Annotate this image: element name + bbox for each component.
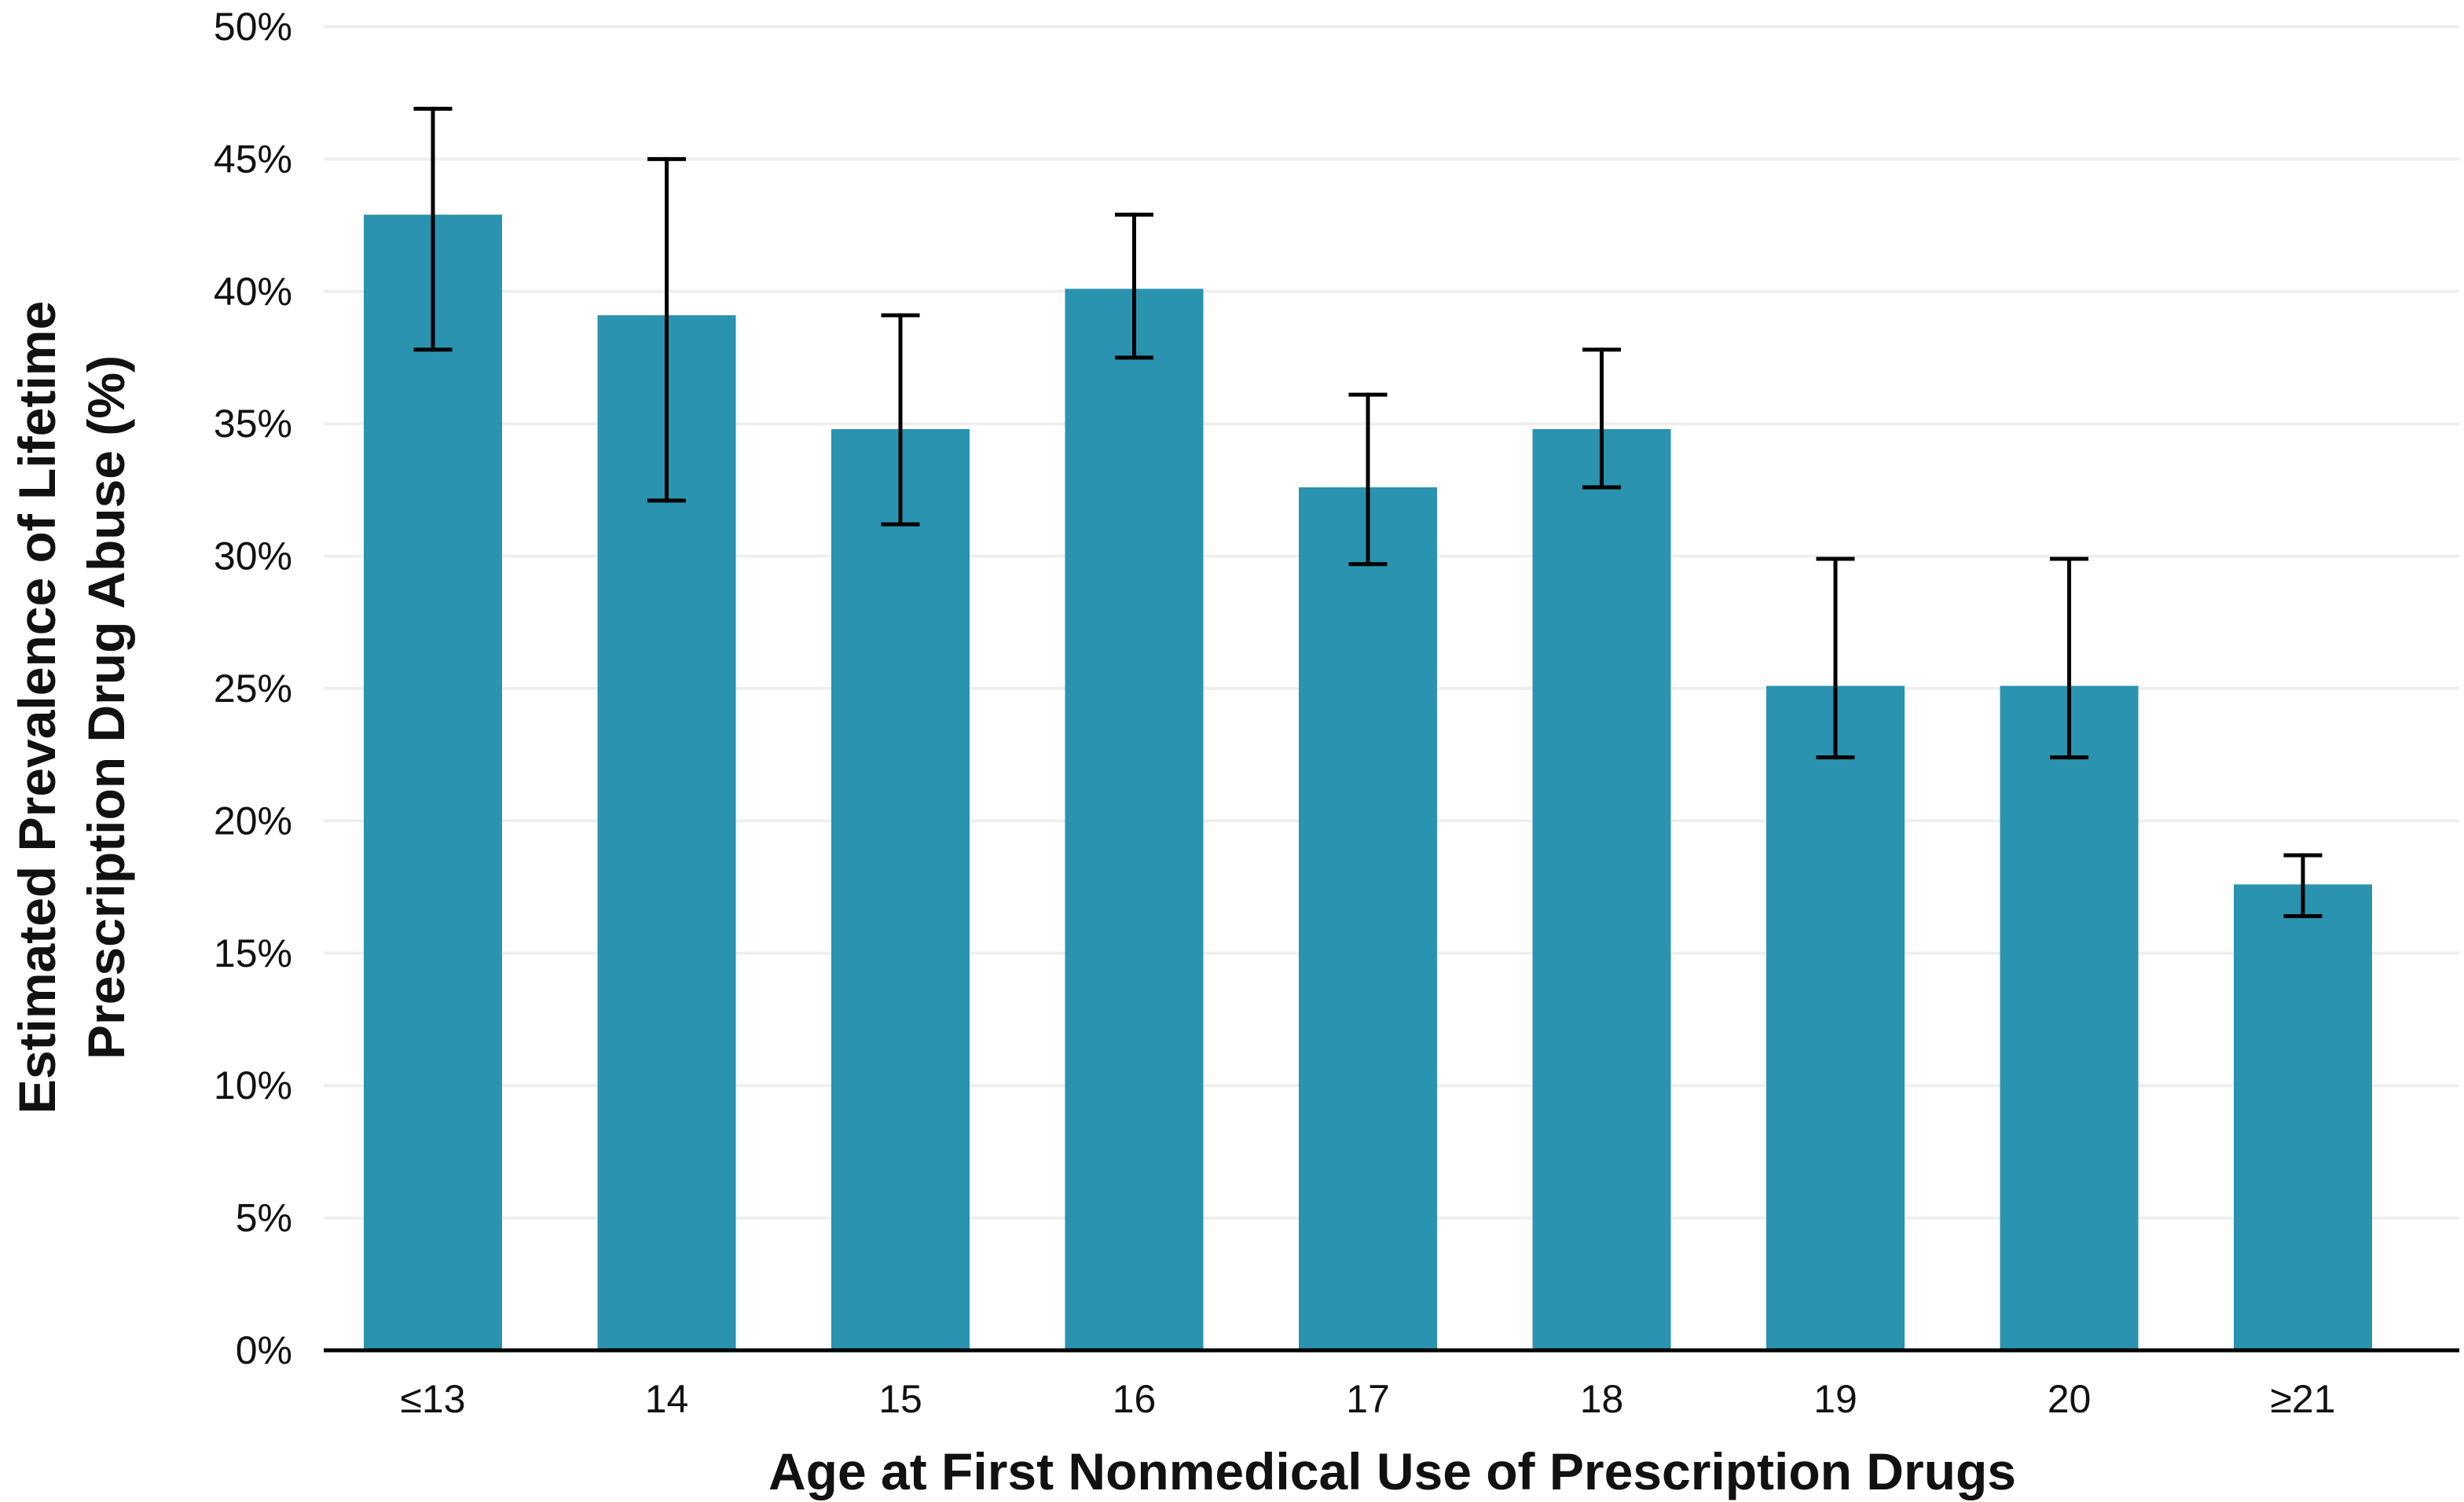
x-tick-label: 14	[645, 1377, 689, 1421]
x-tick-label: 20	[2048, 1377, 2092, 1421]
y-tick-label: 50%	[214, 5, 292, 49]
y-axis-title-line-1: Estimated Prevalence of Lifetime	[8, 301, 66, 1114]
x-tick-label: 19	[1813, 1377, 1857, 1421]
y-tick-label: 30%	[214, 534, 292, 578]
x-axis-title: Age at First Nonmedical Use of Prescript…	[768, 1442, 2016, 1500]
x-tick-label: ≥21	[2270, 1377, 2335, 1421]
x-tick-label: 15	[878, 1377, 922, 1421]
x-axis-tick-labels: ≤13 14 15 16 17 18 19 20 ≥21	[400, 1377, 2335, 1421]
error-bars	[413, 106, 2323, 919]
bar	[1065, 288, 1204, 1350]
y-tick-label: 35%	[214, 402, 292, 446]
y-tick-label: 25%	[214, 667, 292, 711]
y-axis-tick-labels: 0% 5% 10% 15% 20% 25% 30% 35% 40% 45% 50%	[214, 5, 292, 1372]
y-tick-label: 15%	[214, 931, 292, 975]
y-tick-label: 10%	[214, 1063, 292, 1107]
y-tick-label: 0%	[236, 1328, 292, 1372]
bars	[364, 215, 2372, 1351]
y-tick-label: 45%	[214, 137, 292, 181]
x-tick-label: ≤13	[400, 1377, 465, 1421]
y-tick-label: 40%	[214, 270, 292, 314]
x-tick-label: 16	[1113, 1377, 1157, 1421]
bar	[1299, 487, 1437, 1350]
bar	[1766, 685, 1905, 1350]
bar	[2234, 884, 2372, 1350]
bar	[831, 428, 970, 1350]
y-axis-title: Estimated Prevalence of Lifetime Prescri…	[8, 301, 135, 1114]
bar	[364, 215, 502, 1351]
y-tick-label: 20%	[214, 799, 292, 843]
bar	[1532, 428, 1671, 1350]
y-tick-label: 5%	[236, 1196, 292, 1240]
x-tick-label: 18	[1580, 1377, 1624, 1421]
y-axis-title-line-2: Prescription Drug Abuse (%)	[77, 355, 135, 1059]
x-tick-label: 17	[1346, 1377, 1390, 1421]
bar	[2000, 685, 2139, 1350]
